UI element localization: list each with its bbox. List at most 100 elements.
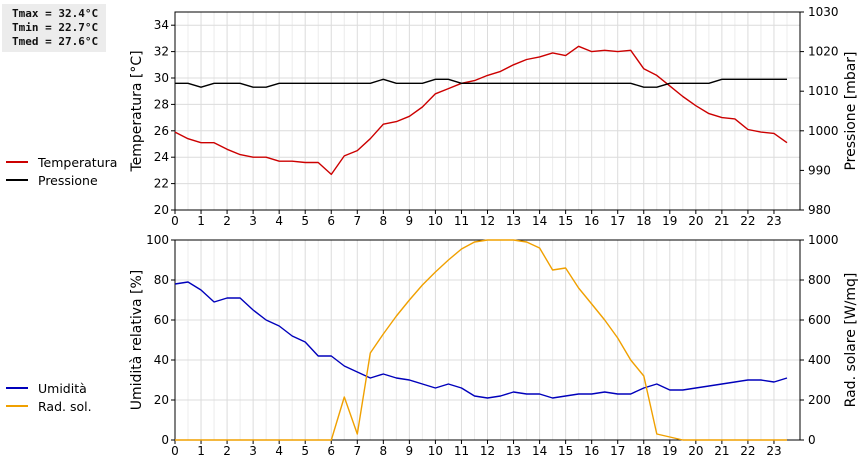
x-tick-label: 14	[532, 444, 547, 458]
y2-tick-label: 1000	[808, 124, 839, 138]
stat-tmed: Tmed = 27.6°C	[12, 35, 99, 48]
x-tick-label: 7	[353, 444, 361, 458]
x-tick-label: 18	[636, 214, 651, 228]
series-line-pressione	[175, 78, 787, 88]
x-tick-label: 18	[636, 444, 651, 458]
y-tick-label: 60	[154, 313, 169, 327]
x-tick-label: 21	[714, 444, 729, 458]
legend-swatch-pressione	[6, 179, 28, 181]
x-tick-label: 2	[223, 214, 231, 228]
legend-label-pressione: Pressione	[38, 172, 98, 188]
y2-tick-label: 600	[808, 313, 831, 327]
x-tick-label: 15	[558, 214, 573, 228]
x-tick-label: 23	[766, 214, 781, 228]
x-tick-label: 8	[380, 214, 388, 228]
x-tick-label: 6	[327, 444, 335, 458]
y2-tick-label: 1020	[808, 45, 839, 59]
x-tick-label: 16	[584, 444, 599, 458]
legend-swatch-umidita	[6, 387, 28, 389]
x-tick-label: 13	[506, 444, 521, 458]
chart-2: 0 1 2 3 4 5 6 7 8 9 10 11 12 13 14 15 16 17 18 19 20 21 22 2302…	[129, 233, 859, 458]
legend-swatch-rad-sol	[6, 405, 28, 407]
legend-item-umidita: Umidità	[6, 379, 92, 397]
chart-1: 0 1 2 3 4 5 6 7 8 9 10 11 12 13 14 15 16 17 18 19 20 21 22 2320…	[129, 5, 859, 228]
x-tick-label: 10	[428, 214, 443, 228]
y-tick-label: 22	[154, 177, 169, 191]
legend-swatch-temperatura	[6, 161, 28, 163]
y-tick-label: 20	[154, 393, 169, 407]
x-tick-label: 15	[558, 444, 573, 458]
x-tick-label: 17	[610, 214, 625, 228]
y-tick-label: 0	[161, 433, 169, 447]
x-tick-label: 20	[688, 214, 703, 228]
y2-tick-label: 990	[808, 163, 831, 177]
x-tick-label: 5	[301, 214, 309, 228]
stat-tmin: Tmin = 22.7°C	[12, 21, 99, 34]
x-tick-label: 8	[380, 444, 388, 458]
x-tick-label: 4	[275, 214, 283, 228]
x-tick-label: 19	[662, 444, 677, 458]
y2-tick-label: 1010	[808, 84, 839, 98]
y-tick-label: 24	[154, 150, 169, 164]
y2-tick-label: 0	[808, 433, 816, 447]
y-tick-label: 28	[154, 97, 169, 111]
y-tick-label: 34	[154, 18, 169, 32]
x-tick-label: 5	[301, 444, 309, 458]
legend-label-temperatura: Temperatura	[38, 154, 118, 170]
stat-tmax: Tmax = 32.4°C	[12, 7, 99, 20]
x-tick-label: 20	[688, 444, 703, 458]
y-tick-label: 100	[146, 233, 169, 247]
y-tick-label: 30	[154, 71, 169, 85]
series-line-temperatura	[174, 45, 788, 176]
y2-axis-label: Pressione [mbar]	[843, 51, 859, 170]
y-tick-label: 32	[154, 45, 169, 59]
x-tick-label: 16	[584, 214, 599, 228]
legend-bottom: Umidità Rad. sol.	[6, 379, 92, 415]
legend-item-temperatura: Temperatura	[6, 153, 117, 171]
legend-item-rad-sol: Rad. sol.	[6, 397, 92, 415]
y2-tick-label: 400	[808, 353, 831, 367]
y2-tick-label: 200	[808, 393, 831, 407]
x-tick-label: 17	[610, 444, 625, 458]
x-tick-label: 21	[714, 214, 729, 228]
x-tick-label: 1	[197, 444, 205, 458]
x-tick-label: 12	[480, 444, 495, 458]
x-tick-label: 11	[454, 444, 469, 458]
y-axis-label: Umidità relativa [%]	[129, 270, 145, 411]
series-line-rad-sol	[175, 239, 787, 441]
y2-tick-label: 1000	[808, 233, 839, 247]
legend-label-rad-sol: Rad. sol.	[38, 398, 92, 414]
legend-top: Temperatura Pressione	[6, 153, 117, 189]
x-tick-label: 1	[197, 214, 205, 228]
x-tick-label: 2	[223, 444, 231, 458]
x-tick-label: 0	[171, 444, 179, 458]
x-tick-label: 0	[171, 214, 179, 228]
y-tick-label: 26	[154, 124, 169, 138]
legend-item-pressione: Pressione	[6, 171, 117, 189]
x-tick-label: 14	[532, 214, 547, 228]
y-tick-label: 20	[154, 203, 169, 217]
x-tick-label: 3	[249, 214, 257, 228]
x-tick-label: 9	[406, 444, 414, 458]
x-tick-label: 22	[740, 214, 755, 228]
y2-tick-label: 1030	[808, 5, 839, 19]
y-tick-label: 80	[154, 273, 169, 287]
y2-tick-label: 980	[808, 203, 831, 217]
y-tick-label: 40	[154, 353, 169, 367]
y2-tick-label: 800	[808, 273, 831, 287]
x-tick-label: 22	[740, 444, 755, 458]
x-tick-label: 10	[428, 444, 443, 458]
x-tick-label: 23	[766, 444, 781, 458]
plot-frame	[174, 11, 801, 211]
x-tick-label: 12	[480, 214, 495, 228]
x-tick-label: 19	[662, 214, 677, 228]
x-tick-label: 7	[353, 214, 361, 228]
x-tick-label: 3	[249, 444, 257, 458]
x-tick-label: 9	[406, 214, 414, 228]
y-axis-label: Temperatura [°C]	[129, 50, 145, 172]
x-tick-label: 11	[454, 214, 469, 228]
series-line-umidit	[174, 281, 788, 399]
x-tick-label: 4	[275, 444, 283, 458]
legend-label-umidita: Umidità	[38, 380, 87, 396]
